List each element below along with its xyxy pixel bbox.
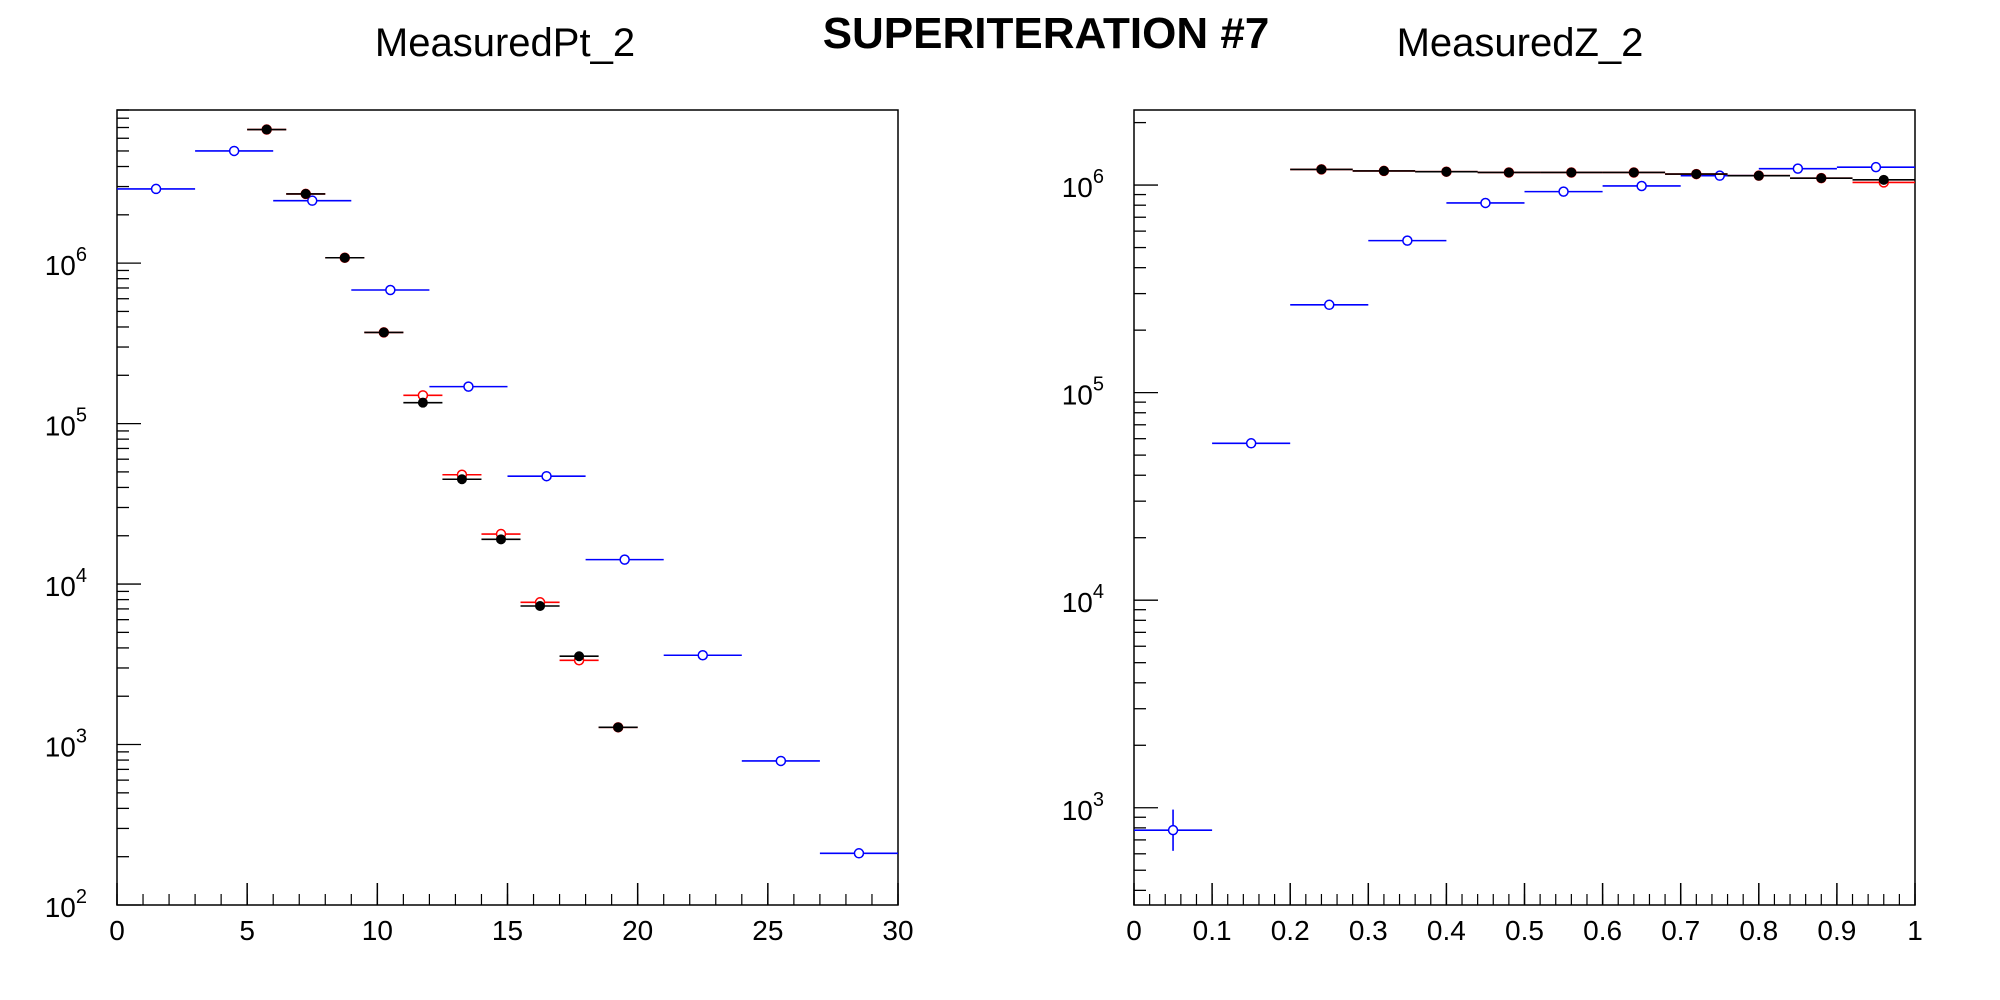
data-point	[385, 284, 396, 296]
data-point	[261, 124, 272, 135]
data-point	[378, 327, 389, 338]
data-point	[697, 650, 708, 661]
data-point	[1714, 170, 1725, 181]
data-point	[613, 722, 624, 733]
data-point	[150, 183, 162, 195]
x-tick-label: 0.6	[1583, 915, 1622, 946]
data-point	[853, 848, 865, 859]
data-point	[228, 145, 240, 157]
y-tick-label: 103	[1062, 789, 1104, 826]
data-point	[1378, 165, 1389, 176]
data-point	[1324, 299, 1335, 311]
x-tick-label: 0.2	[1271, 915, 1310, 946]
x-tick-label: 0.1	[1193, 915, 1232, 946]
data-point	[574, 651, 585, 662]
data-series	[1134, 161, 1915, 851]
data-point	[1816, 173, 1827, 184]
y-tick-label: 103	[45, 726, 87, 763]
x-tick-label: 30	[882, 915, 913, 946]
y-tick-label: 105	[45, 405, 87, 442]
main-title: SUPERITERATION #7	[823, 9, 1270, 58]
data-point	[1167, 824, 1179, 836]
x-tick-label: 10	[362, 915, 393, 946]
data-point	[417, 397, 428, 408]
pt-plot: 0 5 10 15 20 25 30 102 103 104 105 106	[45, 109, 914, 946]
data-point	[541, 470, 552, 482]
x-tick-label: 5	[239, 915, 255, 946]
y-tick-label: 106	[45, 244, 87, 281]
data-series	[1290, 164, 1915, 185]
data-point	[1558, 186, 1569, 197]
x-tick-label: 0.3	[1349, 915, 1388, 946]
x-tick-label: 0.5	[1505, 915, 1544, 946]
data-point	[1402, 235, 1413, 246]
data-point	[1245, 438, 1257, 449]
data-point	[1441, 166, 1452, 177]
x-tick-label: 0	[1126, 915, 1142, 946]
data-point	[1566, 167, 1577, 178]
x-tick-label: 0	[109, 915, 125, 946]
z-plot-title: MeasuredZ_2	[1397, 21, 1644, 65]
x-tick-label: 0.4	[1427, 915, 1466, 946]
pt-plot-title: MeasuredPt_2	[375, 21, 635, 65]
data-point	[1753, 170, 1764, 181]
data-point	[1870, 161, 1882, 173]
x-tick-label: 20	[622, 915, 653, 946]
x-tick-label: 15	[492, 915, 523, 946]
data-point	[1792, 163, 1804, 174]
y-tick-label: 105	[1062, 374, 1104, 411]
y-tick-label: 104	[45, 565, 87, 602]
data-point	[1628, 167, 1639, 178]
data-point	[463, 381, 474, 392]
y-tick-label: 104	[1062, 581, 1104, 618]
data-point	[1691, 169, 1702, 180]
data-point	[1480, 197, 1491, 209]
data-point	[300, 188, 311, 199]
data-point	[1316, 164, 1327, 175]
data-point	[456, 474, 467, 485]
data-point	[339, 252, 350, 263]
data-series	[117, 145, 898, 859]
data-point	[1636, 180, 1647, 192]
data-point	[775, 755, 787, 767]
x-tick-label: 25	[752, 915, 783, 946]
z-plot: 0 0.1 0.2 0.3 0.4 0.5 0.6 0.7 0.8 0.9 1 103 104 105 10…	[1062, 109, 1923, 946]
data-point	[535, 600, 546, 611]
data-point	[307, 195, 318, 206]
x-tick-label: 0.8	[1739, 915, 1778, 946]
data-series	[247, 124, 638, 733]
y-tick-label: 102	[45, 886, 87, 923]
x-tick-label: 0.7	[1661, 915, 1700, 946]
data-point	[495, 534, 506, 545]
data-point	[1878, 174, 1889, 185]
data-point	[1503, 167, 1514, 178]
x-tick-label: 0.9	[1817, 915, 1856, 946]
y-tick-label: 106	[1062, 166, 1104, 203]
x-tick-label: 1	[1907, 915, 1923, 946]
data-point	[619, 554, 630, 565]
